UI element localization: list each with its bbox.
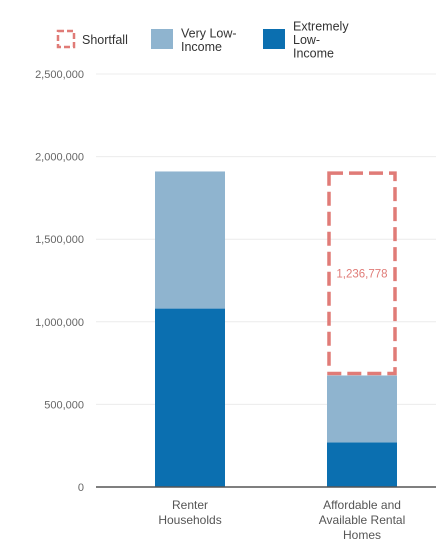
bar-segment-very-low-income — [327, 375, 397, 443]
legend-swatch — [151, 29, 173, 49]
y-tick-label: 1,000,000 — [35, 317, 84, 329]
x-tick-label: Households — [158, 513, 221, 527]
legend-label: Shortfall — [82, 33, 128, 47]
y-tick-label: 0 — [78, 482, 84, 494]
annotations: 1,236,778 — [336, 268, 387, 280]
x-tick-label: Homes — [343, 528, 381, 542]
bar-segment-extremely-low-income — [327, 442, 397, 487]
y-tick-label: 2,000,000 — [35, 152, 84, 164]
y-tick-label: 500,000 — [44, 399, 84, 411]
gridlines — [96, 73, 436, 405]
y-axis: 0 500,000 1,000,000 1,500,000 2,000,000 2,500… — [35, 69, 84, 494]
data-label-shortfall: 1,236,778 — [336, 268, 387, 280]
legend-label: Extremely — [293, 20, 349, 34]
legend: Shortfall Very Low-IncomeExtremelyLow-Inc… — [56, 20, 349, 61]
legend-swatch — [263, 29, 285, 49]
x-tick-label: Affordable and — [323, 498, 401, 512]
y-tick-label: 2,500,000 — [35, 69, 84, 81]
x-tick-label: Available Rental — [319, 513, 406, 527]
x-tick-label: Renter — [172, 498, 208, 512]
bar-segment-very-low-income — [155, 171, 225, 309]
legend-label: Low- — [293, 33, 320, 47]
y-tick-label: 1,500,000 — [35, 234, 84, 246]
legend-label: Very Low- — [181, 26, 237, 40]
bar-segment-shortfall — [327, 171, 397, 376]
legend-label: Income — [181, 40, 222, 54]
bars — [155, 171, 397, 487]
legend-label: Income — [293, 47, 334, 61]
bar-segment-extremely-low-income — [155, 308, 225, 487]
legend-swatch-shortfall — [56, 29, 76, 49]
